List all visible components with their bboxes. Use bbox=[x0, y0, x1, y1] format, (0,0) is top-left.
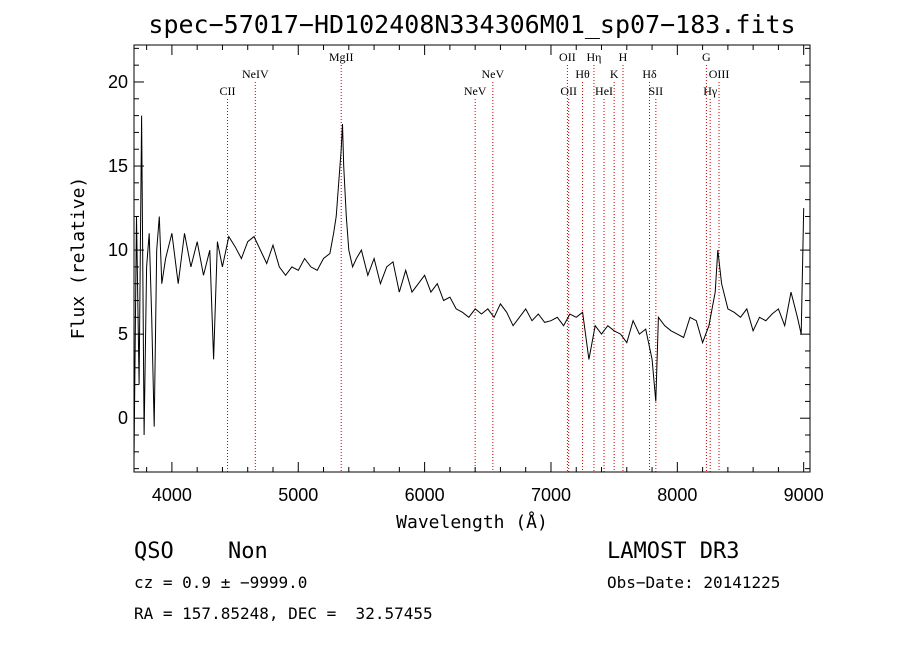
line-label-10: K bbox=[610, 67, 619, 81]
line-label-15: Hγ bbox=[703, 84, 718, 98]
redshift-value: cz = 0.9 ± −9999.0 bbox=[134, 573, 307, 592]
coordinates: RA = 157.85248, DEC = 32.57455 bbox=[134, 604, 433, 623]
line-label-8: Hη bbox=[586, 50, 601, 64]
line-label-7: Hθ bbox=[575, 67, 590, 81]
spectrum-line bbox=[133, 115, 805, 461]
y-axis: 0 5 10 15 20 bbox=[108, 47, 810, 470]
x-tick-label-5000: 5000 bbox=[278, 485, 318, 505]
line-label-6: OII bbox=[560, 84, 577, 98]
plot-frame bbox=[133, 44, 811, 473]
emission-line-markers: CII NeIV MgII NeV NeV OII OII Hθ Hη HeI KH Hδ SII G Hγ… bbox=[220, 50, 730, 472]
line-label-16: OIII bbox=[709, 67, 730, 81]
x-tick-label-6000: 6000 bbox=[405, 485, 445, 505]
x-axis: 4000 5000 6000 7000 8000 9000 bbox=[146, 45, 824, 505]
object-subclass: Non bbox=[228, 539, 268, 564]
x-tick-label-8000: 8000 bbox=[657, 485, 697, 505]
y-tick-label-20: 20 bbox=[108, 72, 128, 92]
x-tick-label-7000: 7000 bbox=[531, 485, 571, 505]
x-tick-label-4000: 4000 bbox=[152, 485, 192, 505]
y-axis-label: Flux (relative) bbox=[68, 177, 89, 340]
y-tick-label-10: 10 bbox=[108, 240, 128, 260]
line-label-4: NeV bbox=[482, 67, 505, 81]
x-axis-label: Wavelength (Å) bbox=[396, 511, 548, 533]
line-label-5: OII bbox=[559, 50, 576, 64]
line-label-12: Hδ bbox=[642, 67, 657, 81]
line-label-9: HeI bbox=[595, 84, 613, 98]
line-label-13: SII bbox=[649, 84, 664, 98]
survey-name: LAMOST DR3 bbox=[607, 539, 739, 564]
chart-title: spec−57017−HD102408N334306M01_sp07−183.f… bbox=[148, 10, 795, 39]
line-label-2: MgII bbox=[329, 50, 354, 64]
y-tick-label-0: 0 bbox=[118, 408, 128, 428]
line-label-3: NeV bbox=[464, 84, 487, 98]
object-class: QSO bbox=[134, 539, 174, 564]
line-label-14: G bbox=[702, 50, 711, 64]
x-tick-label-9000: 9000 bbox=[784, 485, 824, 505]
line-label-1: NeIV bbox=[242, 67, 269, 81]
y-tick-label-15: 15 bbox=[108, 156, 128, 176]
observation-date: Obs−Date: 20141225 bbox=[607, 573, 780, 592]
line-label-11: H bbox=[619, 50, 628, 64]
y-tick-label-5: 5 bbox=[118, 324, 128, 344]
line-label-0: CII bbox=[220, 84, 236, 98]
